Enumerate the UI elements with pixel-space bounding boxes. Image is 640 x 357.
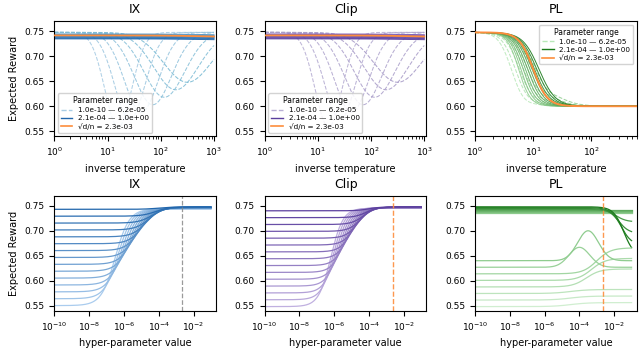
Legend: 1.0e-10 — 6.2e-05, 2.1e-04 — 1.0e+00, √d/n = 2.3e-03: 1.0e-10 — 6.2e-05, 2.1e-04 — 1.0e+00, √d… <box>268 94 362 132</box>
Y-axis label: Expected Reward: Expected Reward <box>9 36 19 121</box>
X-axis label: inverse temperature: inverse temperature <box>295 164 396 174</box>
X-axis label: inverse temperature: inverse temperature <box>85 164 186 174</box>
Legend: 1.0e-10 — 6.2e-05, 2.1e-04 — 1.0e+00, √d/n = 2.3e-03: 1.0e-10 — 6.2e-05, 2.1e-04 — 1.0e+00, √d… <box>539 25 633 64</box>
Title: IX: IX <box>129 177 141 191</box>
X-axis label: inverse temperature: inverse temperature <box>506 164 606 174</box>
Y-axis label: Expected Reward: Expected Reward <box>9 211 19 296</box>
Title: Clip: Clip <box>334 3 357 16</box>
X-axis label: hyper-parameter value: hyper-parameter value <box>289 338 402 348</box>
X-axis label: hyper-parameter value: hyper-parameter value <box>500 338 612 348</box>
X-axis label: hyper-parameter value: hyper-parameter value <box>79 338 191 348</box>
Legend: 1.0e-10 — 6.2e-05, 2.1e-04 — 1.0e+00, √d/n = 2.3e-03: 1.0e-10 — 6.2e-05, 2.1e-04 — 1.0e+00, √d… <box>58 94 152 132</box>
Title: PL: PL <box>548 3 563 16</box>
Title: IX: IX <box>129 3 141 16</box>
Title: PL: PL <box>548 177 563 191</box>
Title: Clip: Clip <box>334 177 357 191</box>
